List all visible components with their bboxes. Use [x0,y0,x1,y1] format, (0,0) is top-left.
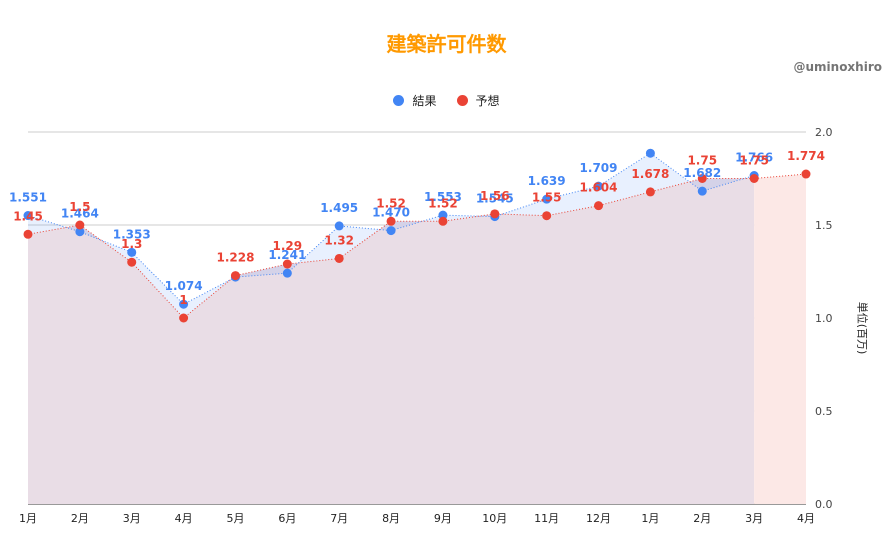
x-tick-label: 6月 [278,512,296,525]
forecast-data-label: 1.52 [428,196,458,210]
x-tick-label: 9月 [434,512,452,525]
credit-label: @uminoxhiro [793,60,882,74]
result-data-label: 1.551 [9,191,47,205]
forecast-point [334,253,344,263]
forecast-data-label: 1.3 [121,237,142,251]
x-tick-label: 3月 [123,512,141,525]
forecast-point [490,209,500,219]
result-data-label: 1.639 [528,174,566,188]
result-point [75,227,85,237]
forecast-point [749,174,759,183]
forecast-point [542,211,552,221]
forecast-point [179,313,189,323]
x-tick-label: 2月 [71,512,89,525]
x-tick-label: 7月 [330,512,348,525]
result-data-label: 1.766 [735,151,773,165]
forecast-data-label: 1.75 [687,154,717,168]
result-data-label: 1.464 [61,207,99,221]
x-tick-label: 2月 [693,512,711,525]
y-tick-label: 1.0 [815,312,833,325]
forecast-point [697,174,707,183]
result-point [594,181,604,191]
forecast-point [23,229,33,239]
forecast-data-label: 1.774 [787,149,825,163]
result-point [23,211,33,221]
forecast-data-label: 1.52 [376,196,406,210]
result-data-label: 1.470 [372,206,410,220]
x-tick-label: 5月 [226,512,244,525]
legend-forecast-marker [456,95,468,106]
y-tick-label: 1.5 [815,219,833,232]
result-point [697,186,707,196]
forecast-point [75,220,85,230]
forecast-data-label: 1.32 [324,233,354,247]
x-tick-label: 10月 [482,512,507,525]
result-point [179,299,189,309]
x-tick-label: 8月 [382,512,400,525]
legend: 結果 予想 [0,92,893,109]
result-point [645,148,655,158]
result-data-label: 1.353 [113,227,151,241]
result-point [334,221,344,231]
result-data-label: 1.495 [320,201,358,215]
forecast-point [594,201,604,211]
result-point [127,247,137,257]
forecast-data-label: 1.678 [631,167,669,181]
forecast-area-extension [754,174,806,504]
y-axis-label: 単位(百万) [855,301,869,355]
forecast-point [438,216,448,226]
forecast-area [28,178,755,504]
result-point [282,268,292,278]
legend-forecast-label: 予想 [475,94,500,108]
forecast-data-label: 1.5 [69,200,90,214]
result-point [542,194,552,204]
x-tick-label: 3月 [745,512,763,525]
x-tick-label: 11月 [534,512,559,525]
y-tick-label: 0.0 [815,498,833,511]
forecast-point [230,271,240,281]
y-tick-label: 0.5 [815,405,833,418]
forecast-point [282,259,292,269]
forecast-point [645,187,655,197]
x-tick-label: 4月 [175,512,193,525]
forecast-data-label: 1 [179,293,187,307]
result-point [386,226,396,236]
result-data-label: 1.553 [424,190,462,204]
forecast-point [127,257,137,267]
result-data-label: 1.074 [165,279,203,293]
result-data-label: 1.241 [268,248,306,262]
result-data-label: 1.682 [683,166,721,180]
forecast-point [386,216,396,226]
legend-result-label: 結果 [412,94,437,108]
forecast-data-label: 1.604 [580,181,618,195]
x-tick-label: 4月 [797,512,815,525]
result-data-label: 1.709 [580,161,618,175]
x-tick-label: 1月 [19,512,37,525]
forecast-data-label: 1.55 [532,191,562,205]
chart-title: 建築許可件数 [386,32,507,56]
forecast-data-label: 1.29 [273,239,303,253]
x-tick-label: 1月 [641,512,659,525]
x-tick-label: 12月 [586,512,611,525]
legend-result-marker [393,95,405,106]
forecast-point [801,169,811,179]
legend-item-forecast[interactable]: 予想 [456,92,500,109]
result-data-label: 1.545 [476,192,514,206]
result-area [28,153,755,318]
forecast-data-label: 1.45 [13,209,43,223]
forecast-data-label: 1.75 [739,154,769,168]
y-tick-label: 2.0 [815,126,833,139]
forecast-data-label: 1.56 [480,189,510,203]
forecast-data-label: 1.228 [216,251,254,265]
legend-item-result[interactable]: 結果 [393,92,437,109]
